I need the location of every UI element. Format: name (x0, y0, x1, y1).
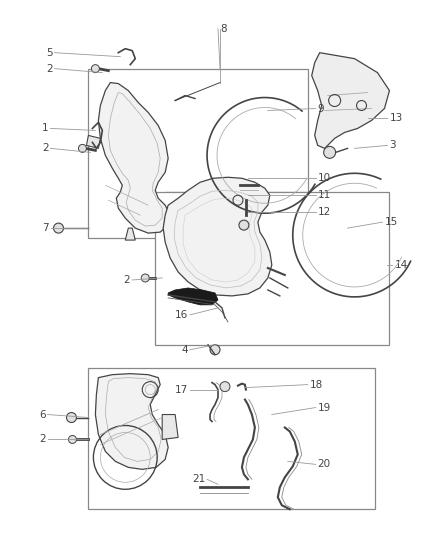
Text: 21: 21 (192, 474, 205, 484)
Polygon shape (95, 374, 168, 470)
Text: 7: 7 (42, 223, 49, 233)
Text: 20: 20 (318, 459, 331, 470)
Text: 2: 2 (124, 275, 130, 285)
Polygon shape (312, 53, 389, 148)
Polygon shape (86, 135, 100, 148)
Text: 15: 15 (385, 217, 398, 227)
Circle shape (53, 223, 64, 233)
Text: 11: 11 (318, 190, 331, 200)
Polygon shape (125, 228, 135, 240)
Circle shape (324, 147, 336, 158)
Text: 2: 2 (42, 143, 49, 154)
Text: 14: 14 (395, 260, 408, 270)
Circle shape (239, 220, 249, 230)
Text: 5: 5 (46, 47, 53, 58)
Bar (155, 192, 389, 345)
Text: 3: 3 (389, 140, 396, 150)
Text: 10: 10 (318, 173, 331, 183)
Text: 16: 16 (175, 310, 188, 320)
Text: 18: 18 (310, 379, 323, 390)
Polygon shape (168, 288, 218, 305)
Text: 2: 2 (39, 434, 46, 445)
Bar (88, 368, 374, 509)
Text: 13: 13 (389, 114, 403, 124)
Text: 6: 6 (39, 409, 46, 419)
Text: 12: 12 (318, 207, 331, 217)
Circle shape (220, 382, 230, 392)
Circle shape (92, 64, 99, 72)
Circle shape (78, 144, 86, 152)
Circle shape (68, 435, 77, 443)
Circle shape (210, 345, 220, 355)
Text: 19: 19 (318, 402, 331, 413)
Text: 2: 2 (46, 63, 53, 74)
Text: 8: 8 (220, 24, 226, 34)
Polygon shape (88, 69, 308, 238)
Polygon shape (162, 415, 178, 439)
Text: 1: 1 (42, 124, 49, 133)
Polygon shape (99, 83, 170, 233)
Circle shape (141, 274, 149, 282)
Text: 17: 17 (175, 385, 188, 394)
Polygon shape (163, 177, 272, 296)
Text: 9: 9 (318, 103, 324, 114)
Text: 4: 4 (181, 345, 188, 355)
Circle shape (67, 413, 77, 423)
